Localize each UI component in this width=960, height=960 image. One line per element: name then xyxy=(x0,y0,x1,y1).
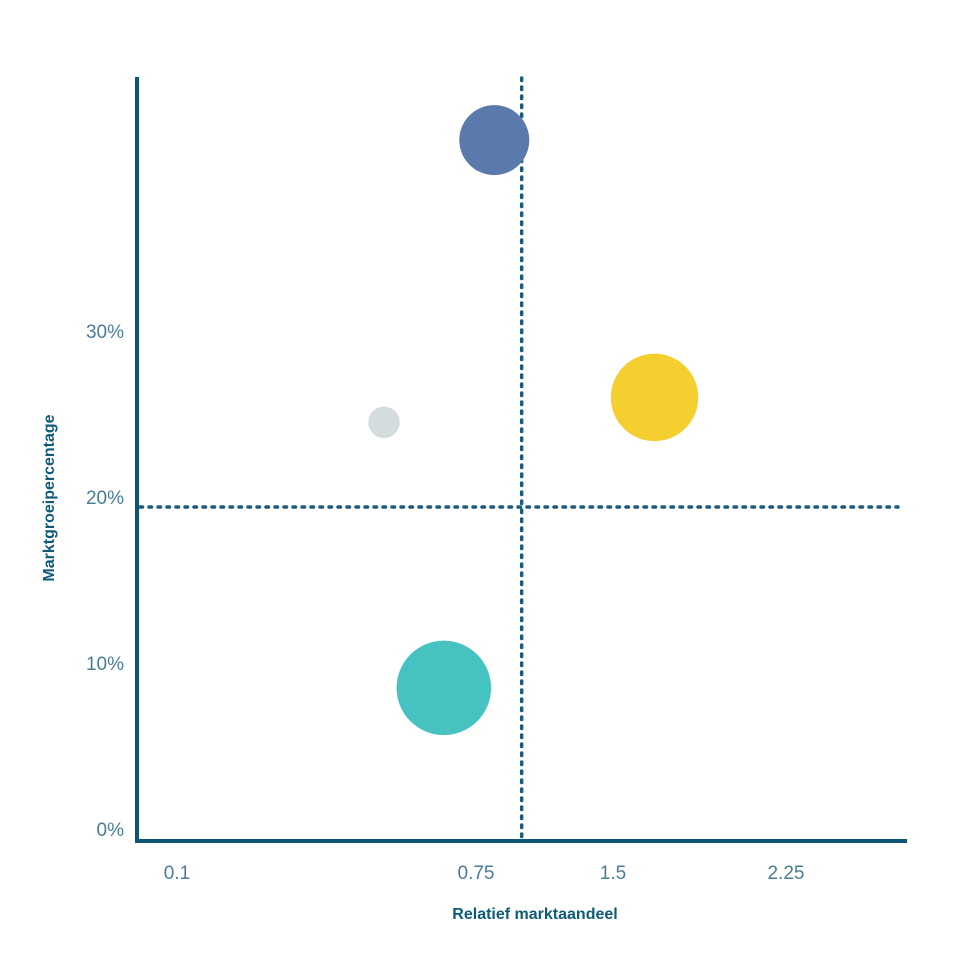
x-tick-label-1: 0.1 xyxy=(164,863,190,884)
bubble-point-2 xyxy=(368,406,400,439)
x-tick-label-4: 2.25 xyxy=(768,863,805,884)
y-axis-title: Marktgroeipercentage xyxy=(41,414,58,581)
x-axis-title: Relatief marktaandeel xyxy=(452,906,617,923)
y-tick-label-2: 10% xyxy=(86,654,124,675)
x-tick-label-3: 1.5 xyxy=(600,863,626,884)
y-tick-label-1: 0% xyxy=(97,820,125,841)
quadrant-dividers xyxy=(138,76,900,840)
y-tick-labels: 0% 10% 20% 30% xyxy=(86,322,124,841)
bubble-point-3 xyxy=(610,353,699,442)
bubble-point-1 xyxy=(459,105,530,176)
y-tick-label-3: 20% xyxy=(86,488,124,509)
y-tick-label-4: 30% xyxy=(86,322,124,343)
bubble-point-4 xyxy=(396,640,492,736)
x-tick-label-2: 0.75 xyxy=(458,863,495,884)
x-tick-labels: 0.1 0.75 1.5 2.25 xyxy=(164,863,805,884)
bubbles xyxy=(368,105,699,736)
